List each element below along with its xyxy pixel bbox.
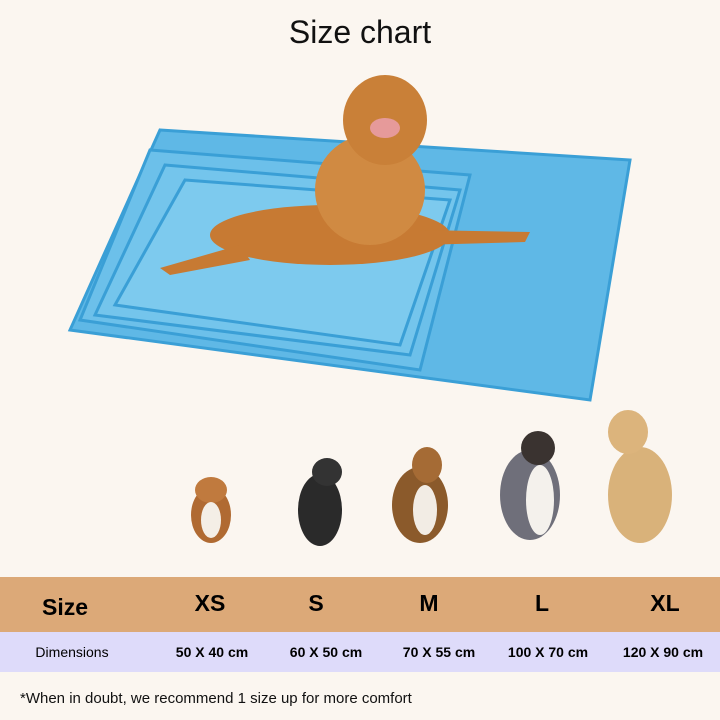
dog-xs-image (191, 477, 231, 543)
dimensions-xl: 120 X 90 cm (622, 644, 704, 660)
size-header: Size (41, 594, 89, 620)
size-row: Size XS S M L XL (0, 577, 720, 632)
dimensions-xs: 50 X 40 cm (175, 644, 249, 660)
dog-size-illustrations (191, 410, 672, 546)
size-xs: XS (194, 590, 226, 616)
dimensions-row: Dimensions 50 X 40 cm 60 X 50 cm 70 X 55… (0, 632, 720, 672)
size-l: L (534, 590, 550, 616)
size-m: M (419, 590, 439, 616)
dog-s-image (298, 458, 342, 546)
dimensions-l: 100 X 70 cm (507, 644, 589, 660)
page-title: Size chart (288, 14, 432, 50)
dimensions-header: Dimensions (35, 644, 109, 660)
dimensions-s: 60 X 50 cm (289, 644, 363, 660)
size-recommendation-note: *When in doubt, we recommend 1 size up f… (20, 690, 412, 707)
dog-l-image (500, 431, 560, 540)
dimensions-m: 70 X 55 cm (402, 644, 476, 660)
size-s: S (308, 590, 324, 616)
golden-retriever-image (160, 75, 530, 275)
size-xl: XL (650, 590, 680, 616)
cooling-mat-image (67, 75, 632, 402)
dog-xl-image (608, 410, 672, 543)
dog-m-image (392, 447, 448, 543)
